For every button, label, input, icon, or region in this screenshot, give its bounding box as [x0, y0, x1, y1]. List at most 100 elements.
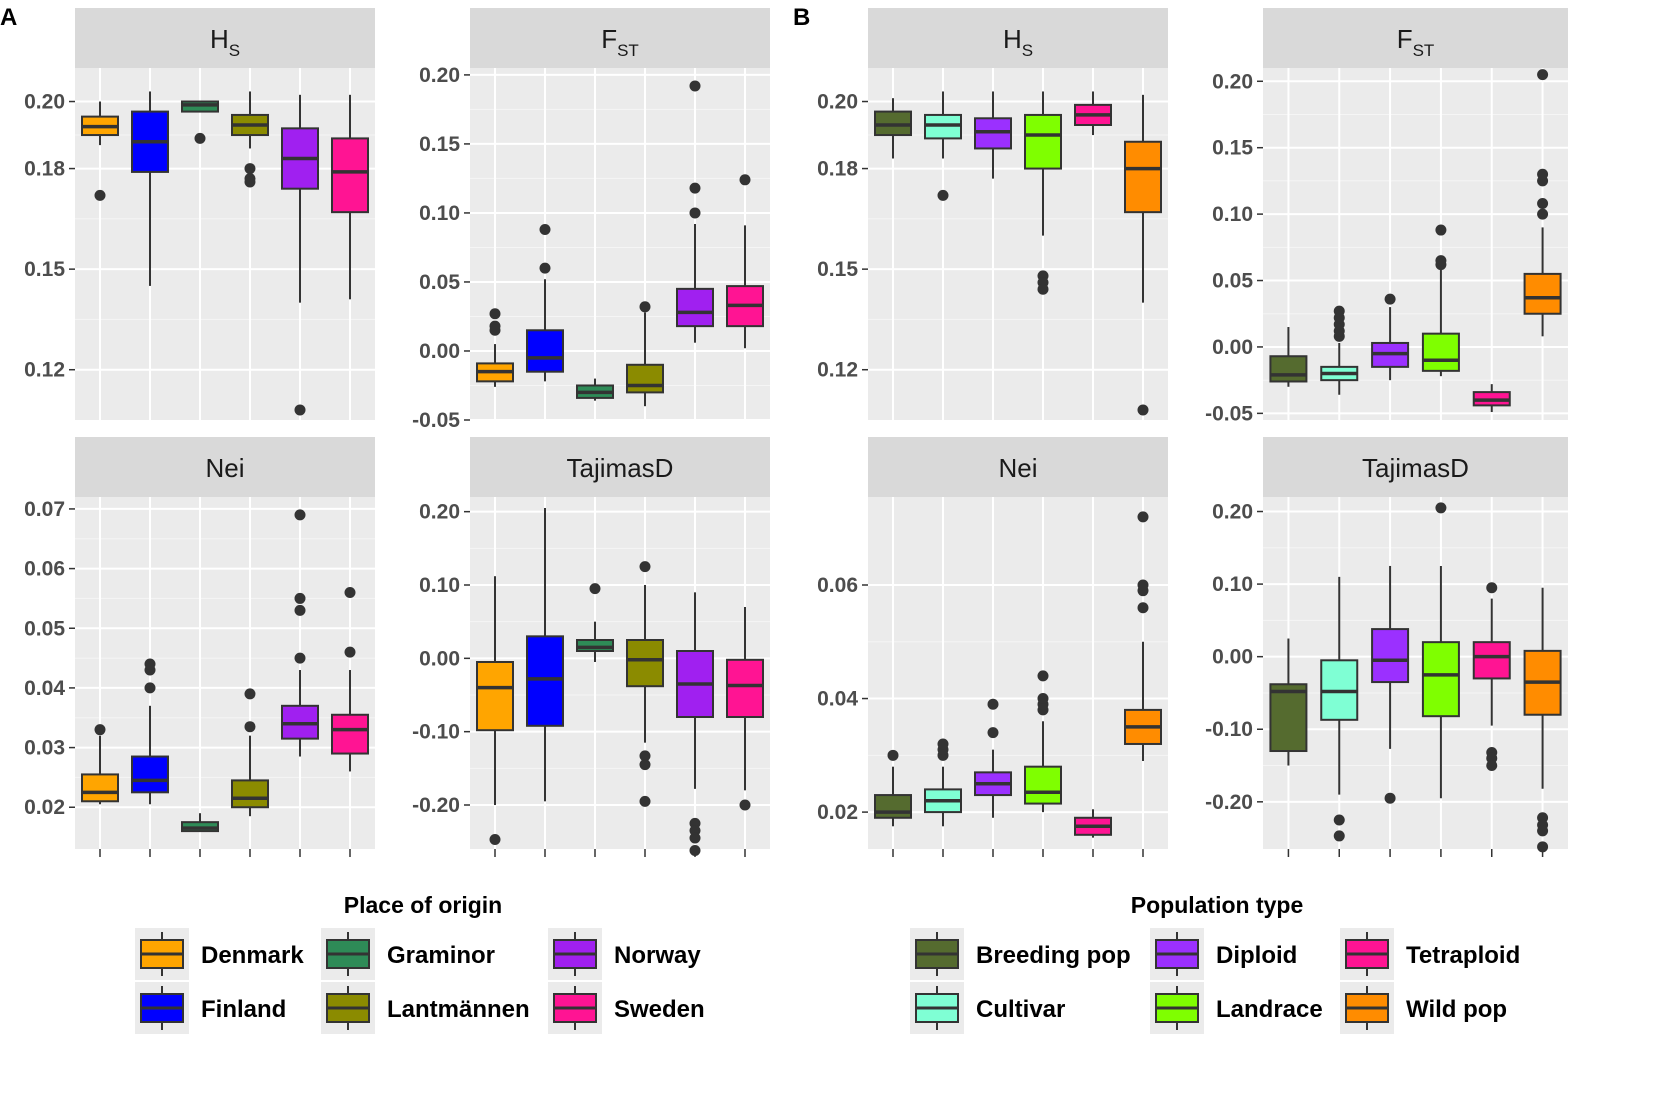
facet-title: Nei: [998, 453, 1037, 483]
outlier-point: [689, 844, 701, 856]
panel-background: [868, 497, 1168, 849]
y-tick-label: 0.20: [419, 64, 460, 87]
box-iqr: [331, 713, 369, 755]
outlier-point: [244, 721, 256, 733]
outlier-point: [294, 509, 306, 521]
outlier-point: [1435, 255, 1447, 267]
facet-B-Hs: HS0.120.150.180.20: [817, 8, 1168, 420]
outlier-point: [689, 207, 701, 219]
y-tick-label: 0.04: [817, 688, 858, 711]
legend-item-Denmark: Denmark: [135, 928, 304, 980]
facet-title-subscript: ST: [617, 41, 639, 60]
box-Lantmännen: [231, 91, 269, 188]
outlier-point: [739, 174, 751, 186]
facet-title: Nei: [205, 453, 244, 483]
y-tick-label: -0.05: [412, 409, 460, 432]
y-tick-label: -0.10: [412, 721, 460, 744]
outlier-point: [639, 759, 651, 771]
outlier-point: [589, 583, 601, 595]
outlier-point: [639, 750, 651, 762]
y-tick-label: 0.10: [1212, 203, 1253, 226]
outlier-point: [1435, 502, 1447, 514]
legend-label: Lantmännen: [387, 996, 530, 1023]
y-tick-label: 0.15: [817, 258, 858, 281]
outlier-point: [1037, 693, 1049, 705]
outlier-point: [1537, 69, 1549, 81]
outlier-point: [639, 561, 651, 573]
facet-A-FST: FST-0.050.000.050.100.150.20: [412, 8, 770, 432]
outlier-point: [94, 189, 106, 201]
box-Lantmännen: [626, 301, 664, 407]
box-Sweden: [726, 174, 764, 349]
legend-label: Denmark: [201, 942, 304, 969]
outlier-point: [639, 301, 651, 313]
y-tick-label: 0.00: [419, 340, 460, 363]
box-Wild pop: [1124, 94, 1162, 416]
box-iqr: [626, 639, 664, 688]
box-iqr: [1269, 355, 1308, 383]
outlier-point: [1037, 283, 1049, 295]
outlier-point: [987, 727, 999, 739]
y-tick-label: -0.20: [412, 794, 460, 817]
box-Breeding pop: [874, 98, 912, 159]
panel-background: [75, 497, 375, 849]
box-Tetraploid: [1074, 91, 1112, 136]
y-tick-label: 0.00: [1212, 646, 1253, 669]
outlier-point: [294, 404, 306, 416]
y-tick-label: 0.00: [419, 647, 460, 670]
y-tick-label: 0.15: [24, 258, 65, 281]
facet-strip: [868, 437, 1168, 497]
legend-label: Landrace: [1216, 996, 1323, 1023]
box-Finland: [131, 658, 169, 805]
box-Graminor: [576, 378, 614, 401]
outlier-point: [294, 652, 306, 664]
facet-A-Hs: HS0.120.150.180.20: [24, 8, 375, 420]
box-iqr: [1523, 272, 1562, 315]
panel-letter-B: B: [793, 4, 810, 31]
y-tick-label: -0.10: [1205, 718, 1253, 741]
panel-background: [75, 68, 375, 420]
box-Lantmännen: [626, 561, 664, 807]
facet-title-subscript: S: [1022, 41, 1033, 60]
y-tick-label: 0.03: [24, 737, 65, 760]
box-iqr: [1024, 113, 1062, 170]
outlier-point: [689, 832, 701, 844]
facet-strip: [868, 8, 1168, 68]
legend-label: Sweden: [614, 996, 705, 1023]
box-Tetraploid: [1472, 384, 1511, 413]
box-Norway: [281, 509, 319, 757]
box-Denmark: [81, 724, 119, 805]
box-Finland: [131, 91, 169, 286]
y-tick-label: -0.05: [1205, 402, 1253, 425]
y-tick-label: 0.06: [24, 558, 65, 581]
legend-item-Lantmännen: Lantmännen: [321, 982, 530, 1034]
box-Diploid: [1371, 293, 1410, 381]
box-Norway: [676, 592, 714, 856]
legend-item-Diploid: Diploid: [1150, 928, 1297, 980]
outlier-point: [1537, 197, 1549, 209]
y-tick-label: 0.10: [419, 202, 460, 225]
outlier-point: [689, 80, 701, 92]
outlier-point: [1537, 841, 1549, 853]
y-tick-label: 0.05: [1212, 270, 1253, 293]
outlier-point: [1137, 404, 1149, 416]
legend-item-Breeding pop: Breeding pop: [910, 928, 1131, 980]
legend-label: Breeding pop: [976, 942, 1131, 969]
facet-strip: [75, 437, 375, 497]
box-iqr: [1421, 641, 1460, 718]
box-iqr: [1371, 628, 1410, 684]
outlier-point: [1137, 579, 1149, 591]
outlier-point: [689, 182, 701, 194]
box-iqr: [231, 779, 269, 809]
outlier-point: [244, 176, 256, 188]
outlier-point: [1333, 814, 1345, 826]
box-iqr: [1024, 765, 1062, 805]
facet-B-Nei: Nei 0.02 0.04 0.06: [817, 437, 1168, 857]
box-Tetraploid: [1472, 582, 1511, 772]
facet-B-TajimasD: TajimasD -0.20 -0.10 0.00 0.10 0.20: [1205, 437, 1568, 857]
facet-A-TajimasD: TajimasD -0.20 -0.10 0.00 0.10 0.20: [412, 437, 770, 857]
outlier-point: [937, 738, 949, 750]
box-iqr: [1124, 140, 1162, 214]
outlier-point: [294, 592, 306, 604]
outlier-point: [1435, 224, 1447, 236]
